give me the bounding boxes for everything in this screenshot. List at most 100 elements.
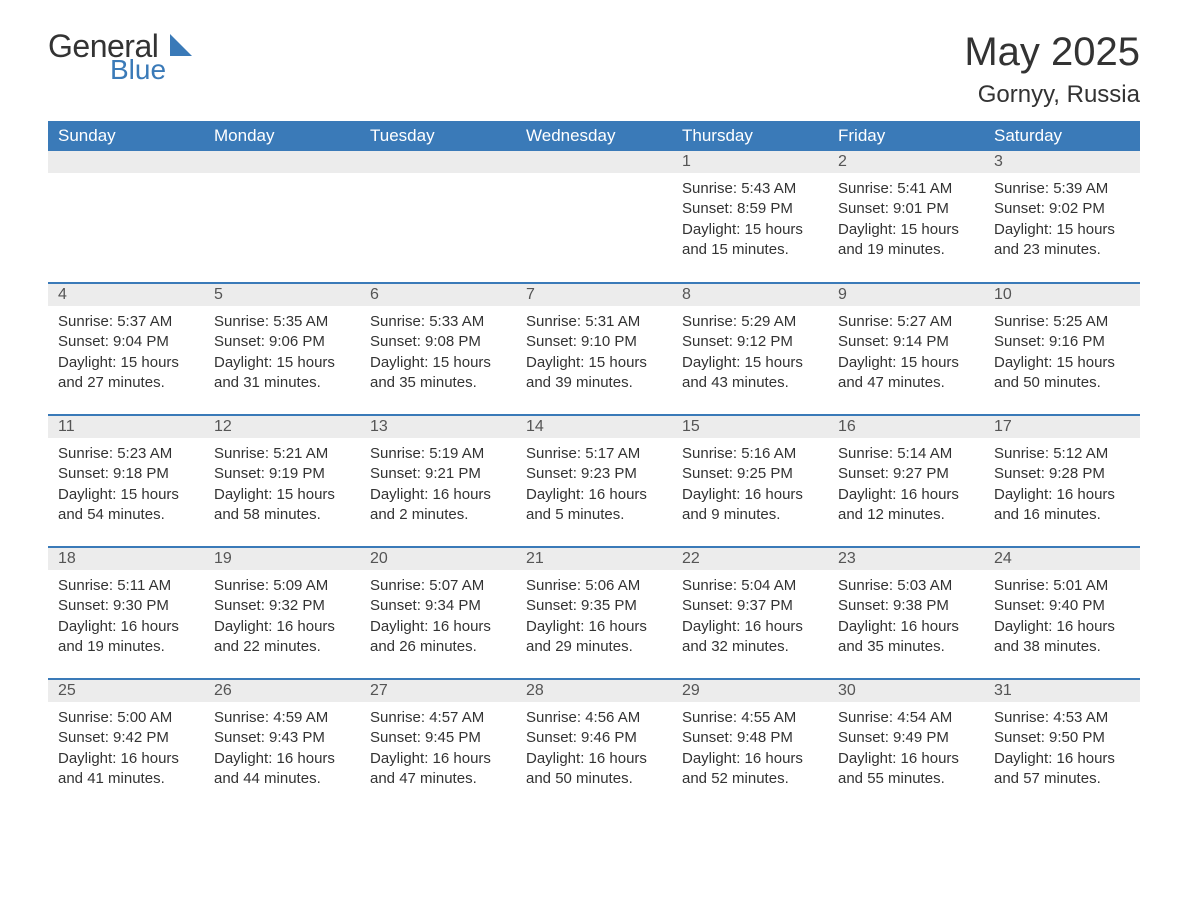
daylight-label: Daylight: bbox=[526, 750, 584, 767]
sunrise-label: Sunrise: bbox=[370, 709, 425, 726]
sunset-value: 9:14 PM bbox=[893, 333, 949, 350]
sunrise-label: Sunrise: bbox=[838, 577, 893, 594]
sunset-label: Sunset: bbox=[682, 200, 733, 217]
daylight-line: Daylight: 16 hours and 29 minutes. bbox=[526, 617, 662, 658]
sunrise-line: Sunrise: 4:56 AM bbox=[526, 708, 662, 728]
sunrise-label: Sunrise: bbox=[526, 313, 581, 330]
sunrise-line: Sunrise: 5:23 AM bbox=[58, 444, 194, 464]
sunset-value: 9:06 PM bbox=[269, 333, 325, 350]
calendar-cell bbox=[360, 151, 516, 283]
sunset-label: Sunset: bbox=[370, 597, 421, 614]
day-number: 30 bbox=[828, 680, 984, 702]
sunset-line: Sunset: 9:19 PM bbox=[214, 464, 350, 484]
sunset-value: 9:28 PM bbox=[1049, 465, 1105, 482]
sunset-value: 9:25 PM bbox=[737, 465, 793, 482]
calendar-cell: 4Sunrise: 5:37 AMSunset: 9:04 PMDaylight… bbox=[48, 283, 204, 415]
sunrise-value: 4:56 AM bbox=[585, 709, 640, 726]
daylight-line: Daylight: 16 hours and 9 minutes. bbox=[682, 485, 818, 526]
sunset-line: Sunset: 9:28 PM bbox=[994, 464, 1130, 484]
daylight-label: Daylight: bbox=[994, 354, 1052, 371]
day-number: 31 bbox=[984, 680, 1140, 702]
calendar-body: 1Sunrise: 5:43 AMSunset: 8:59 PMDaylight… bbox=[48, 151, 1140, 811]
day-number: 24 bbox=[984, 548, 1140, 570]
sunrise-line: Sunrise: 5:16 AM bbox=[682, 444, 818, 464]
sunrise-label: Sunrise: bbox=[58, 313, 113, 330]
sunset-value: 9:48 PM bbox=[737, 729, 793, 746]
sunset-line: Sunset: 9:42 PM bbox=[58, 728, 194, 748]
day-body: Sunrise: 5:07 AMSunset: 9:34 PMDaylight:… bbox=[360, 570, 516, 667]
sunset-label: Sunset: bbox=[214, 597, 265, 614]
sunrise-label: Sunrise: bbox=[838, 180, 893, 197]
day-body: Sunrise: 4:54 AMSunset: 9:49 PMDaylight:… bbox=[828, 702, 984, 799]
sunset-value: 9:42 PM bbox=[113, 729, 169, 746]
sunset-value: 9:21 PM bbox=[425, 465, 481, 482]
calendar-cell: 27Sunrise: 4:57 AMSunset: 9:45 PMDayligh… bbox=[360, 679, 516, 811]
sunset-line: Sunset: 9:02 PM bbox=[994, 199, 1130, 219]
sunrise-label: Sunrise: bbox=[526, 445, 581, 462]
daylight-line: Daylight: 16 hours and 50 minutes. bbox=[526, 749, 662, 790]
sunrise-label: Sunrise: bbox=[994, 577, 1049, 594]
daylight-label: Daylight: bbox=[994, 750, 1052, 767]
weekday-header: Friday bbox=[828, 121, 984, 151]
sunset-line: Sunset: 9:48 PM bbox=[682, 728, 818, 748]
day-body: Sunrise: 5:23 AMSunset: 9:18 PMDaylight:… bbox=[48, 438, 204, 535]
daylight-line: Daylight: 16 hours and 32 minutes. bbox=[682, 617, 818, 658]
day-body: Sunrise: 5:04 AMSunset: 9:37 PMDaylight:… bbox=[672, 570, 828, 667]
calendar-cell: 13Sunrise: 5:19 AMSunset: 9:21 PMDayligh… bbox=[360, 415, 516, 547]
daylight-line: Daylight: 15 hours and 58 minutes. bbox=[214, 485, 350, 526]
sunset-value: 9:37 PM bbox=[737, 597, 793, 614]
sunrise-line: Sunrise: 5:14 AM bbox=[838, 444, 974, 464]
sunrise-line: Sunrise: 5:03 AM bbox=[838, 576, 974, 596]
calendar-cell: 6Sunrise: 5:33 AMSunset: 9:08 PMDaylight… bbox=[360, 283, 516, 415]
sunrise-label: Sunrise: bbox=[994, 709, 1049, 726]
day-body: Sunrise: 5:09 AMSunset: 9:32 PMDaylight:… bbox=[204, 570, 360, 667]
daylight-line: Daylight: 16 hours and 47 minutes. bbox=[370, 749, 506, 790]
sunset-line: Sunset: 9:34 PM bbox=[370, 596, 506, 616]
sunset-value: 9:18 PM bbox=[113, 465, 169, 482]
sunrise-value: 5:37 AM bbox=[117, 313, 172, 330]
day-body: Sunrise: 4:56 AMSunset: 9:46 PMDaylight:… bbox=[516, 702, 672, 799]
sunset-value: 9:19 PM bbox=[269, 465, 325, 482]
sunset-value: 9:30 PM bbox=[113, 597, 169, 614]
brand-text: General Blue bbox=[48, 30, 166, 84]
daylight-label: Daylight: bbox=[58, 618, 116, 635]
sunrise-line: Sunrise: 5:17 AM bbox=[526, 444, 662, 464]
day-body: Sunrise: 5:29 AMSunset: 9:12 PMDaylight:… bbox=[672, 306, 828, 403]
daylight-line: Daylight: 16 hours and 35 minutes. bbox=[838, 617, 974, 658]
calendar-cell: 1Sunrise: 5:43 AMSunset: 8:59 PMDaylight… bbox=[672, 151, 828, 283]
calendar-cell: 22Sunrise: 5:04 AMSunset: 9:37 PMDayligh… bbox=[672, 547, 828, 679]
day-body: Sunrise: 5:25 AMSunset: 9:16 PMDaylight:… bbox=[984, 306, 1140, 403]
calendar-cell: 10Sunrise: 5:25 AMSunset: 9:16 PMDayligh… bbox=[984, 283, 1140, 415]
sunset-line: Sunset: 9:40 PM bbox=[994, 596, 1130, 616]
sunrise-label: Sunrise: bbox=[682, 577, 737, 594]
daylight-label: Daylight: bbox=[838, 354, 896, 371]
brand-blue: Blue bbox=[110, 56, 166, 84]
day-number: 6 bbox=[360, 284, 516, 306]
daylight-label: Daylight: bbox=[370, 354, 428, 371]
weekday-header: Sunday bbox=[48, 121, 204, 151]
calendar-cell: 3Sunrise: 5:39 AMSunset: 9:02 PMDaylight… bbox=[984, 151, 1140, 283]
daylight-line: Daylight: 16 hours and 52 minutes. bbox=[682, 749, 818, 790]
sunset-label: Sunset: bbox=[370, 333, 421, 350]
day-number: 5 bbox=[204, 284, 360, 306]
sunset-label: Sunset: bbox=[838, 597, 889, 614]
sunrise-value: 4:54 AM bbox=[897, 709, 952, 726]
sunrise-line: Sunrise: 5:04 AM bbox=[682, 576, 818, 596]
sunset-label: Sunset: bbox=[526, 333, 577, 350]
sunset-line: Sunset: 9:12 PM bbox=[682, 332, 818, 352]
sunrise-label: Sunrise: bbox=[682, 180, 737, 197]
sunset-label: Sunset: bbox=[682, 729, 733, 746]
sunrise-label: Sunrise: bbox=[58, 709, 113, 726]
sunset-line: Sunset: 9:27 PM bbox=[838, 464, 974, 484]
calendar-cell: 30Sunrise: 4:54 AMSunset: 9:49 PMDayligh… bbox=[828, 679, 984, 811]
calendar-cell bbox=[48, 151, 204, 283]
sunset-label: Sunset: bbox=[994, 597, 1045, 614]
daylight-label: Daylight: bbox=[838, 486, 896, 503]
sunset-label: Sunset: bbox=[370, 729, 421, 746]
daylight-line: Daylight: 15 hours and 35 minutes. bbox=[370, 353, 506, 394]
sunrise-label: Sunrise: bbox=[214, 445, 269, 462]
sunrise-value: 5:01 AM bbox=[1053, 577, 1108, 594]
sunrise-line: Sunrise: 4:55 AM bbox=[682, 708, 818, 728]
daylight-label: Daylight: bbox=[838, 750, 896, 767]
day-body: Sunrise: 4:57 AMSunset: 9:45 PMDaylight:… bbox=[360, 702, 516, 799]
